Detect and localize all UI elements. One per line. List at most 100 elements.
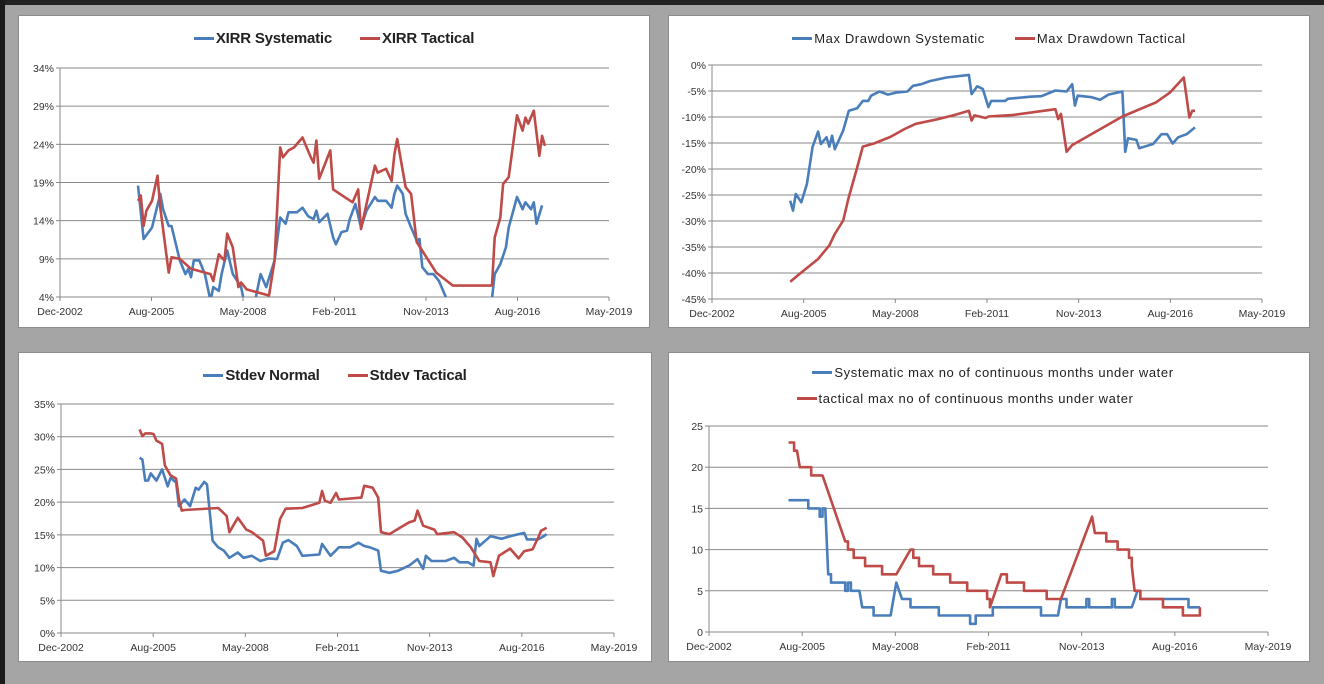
plot-area: 0% 5% 10% 15% 20% 25% 30% 35% Dec-2002 Aug-2005 Ma… [34, 399, 638, 654]
xirr-chart[interactable]: XIRR Systematic XIRR Tactical 4% 9% 14% 19%… [18, 15, 650, 328]
window-top-border [0, 0, 1324, 5]
y-tick-label: -45% [681, 294, 706, 306]
legend-swatch-red [796, 397, 817, 400]
legend-label: Max Drawdown Tactical [1036, 31, 1186, 46]
y-tick-label: 34% [33, 63, 54, 75]
legend-item-tactical: XIRR Tactical [360, 30, 474, 47]
x-tick-label: Nov-2013 [1059, 641, 1105, 653]
y-tick-label: -20% [681, 164, 706, 176]
legend-swatch-blue [792, 37, 813, 40]
legend-swatch-red [1014, 37, 1035, 40]
x-tick-label: Feb-2011 [965, 308, 1009, 320]
y-tick-label: 0% [691, 60, 706, 72]
y-tick-label: -35% [681, 242, 706, 254]
x-tick-label: Nov-2013 [1056, 308, 1102, 320]
y-tick-label: 10 [691, 545, 703, 557]
x-tick-label: May-2008 [220, 306, 267, 318]
x-tick-label: Aug-2005 [129, 306, 175, 318]
series-line-tactical [789, 76, 1195, 283]
x-tick-label: May-2019 [586, 306, 633, 318]
series-line-tactical [788, 441, 1202, 617]
legend-item-tactical: tactical max no of continuous months und… [796, 391, 1134, 406]
y-tick-label: -15% [681, 138, 706, 150]
y-tick-label: 5% [40, 595, 55, 607]
y-tick-label: -25% [681, 190, 706, 202]
y-tick-label: 15% [34, 530, 55, 542]
legend-swatch-red [360, 37, 381, 40]
series-line-systematic [788, 498, 1200, 626]
legend-label: Stdev Normal [225, 367, 320, 384]
y-tick-label: -30% [681, 216, 706, 228]
y-tick-label: 5 [697, 586, 703, 598]
legend-label: Max Drawdown Systematic [814, 31, 985, 46]
legend-swatch-red [347, 374, 368, 377]
legend-item-systematic: Max Drawdown Systematic [792, 31, 985, 46]
y-tick-label: 20% [34, 497, 55, 509]
plot-area: -45% -40% -35% -30% -25% -20% -15% -10% -5% 0% Dec… [681, 60, 1286, 320]
legend-label: XIRR Systematic [215, 30, 333, 47]
y-tick-label: 24% [33, 139, 54, 151]
y-tick-label: 19% [33, 178, 54, 190]
x-tick-label: Dec-2002 [686, 641, 732, 653]
x-tick-label: Nov-2013 [407, 642, 453, 654]
legend-item-systematic: Systematic max no of continuous months u… [812, 365, 1173, 380]
x-tick-label: May-2019 [1245, 641, 1292, 653]
x-tick-label: Aug-2016 [495, 306, 541, 318]
x-tick-label: May-2008 [872, 641, 919, 653]
legend-label: XIRR Tactical [382, 30, 475, 47]
legend-swatch-blue [193, 37, 214, 40]
x-tick-label: Dec-2002 [38, 642, 84, 654]
legend-label: tactical max no of continuous months und… [818, 391, 1134, 406]
y-tick-label: -10% [681, 112, 706, 124]
y-tick-label: -40% [681, 268, 706, 280]
legend-swatch-blue [812, 371, 833, 374]
y-tick-label: -5% [687, 86, 706, 98]
legend-label: Stdev Tactical [369, 367, 467, 384]
series-line-systematic [138, 456, 548, 575]
x-tick-label: Dec-2002 [37, 306, 83, 318]
x-tick-label: May-2008 [222, 642, 269, 654]
chart-legend: Systematic max no of continuous months u… [669, 365, 1309, 406]
x-tick-label: May-2019 [1239, 308, 1286, 320]
legend-item-normal: Stdev Normal [203, 367, 320, 384]
x-tick-label: May-2008 [872, 308, 919, 320]
x-tick-label: Aug-2016 [1152, 641, 1198, 653]
x-tick-label: Feb-2011 [312, 306, 356, 318]
y-tick-label: 35% [34, 399, 55, 411]
x-tick-label: Feb-2011 [966, 641, 1010, 653]
y-tick-label: 14% [33, 216, 54, 228]
series-line-tactical [136, 109, 547, 297]
series-line-tactical [138, 428, 548, 578]
legend-item-systematic: XIRR Systematic [193, 30, 333, 47]
x-tick-label: Nov-2013 [403, 306, 449, 318]
y-tick-label: 4% [39, 292, 54, 304]
y-tick-label: 30% [34, 432, 55, 444]
stdev-chart[interactable]: Stdev Normal Stdev Tactical 0% 5% 10% 15% 20… [18, 352, 652, 662]
x-tick-label: Aug-2005 [130, 642, 176, 654]
legend-item-tactical: Max Drawdown Tactical [1014, 31, 1186, 46]
y-tick-label: 25% [34, 464, 55, 476]
chart-legend: Max Drawdown Systematic Max Drawdown Tac… [669, 31, 1309, 46]
x-tick-label: Aug-2016 [1148, 308, 1194, 320]
plot-area: 0 5 10 15 20 25 Dec-2002 Aug-2005 May-2008 Feb-20… [686, 421, 1292, 653]
chart-legend: XIRR Systematic XIRR Tactical [19, 30, 649, 47]
series-line-systematic [136, 184, 544, 297]
plot-area: 4% 9% 14% 19% 24% 29% 34% Dec-2002 Aug-2005 May-2… [33, 63, 633, 318]
y-tick-label: 15 [691, 503, 703, 515]
legend-label: Systematic max no of continuous months u… [834, 365, 1174, 380]
window-left-border [0, 0, 5, 684]
y-tick-label: 9% [39, 254, 54, 266]
x-tick-label: Feb-2011 [315, 642, 359, 654]
x-tick-label: Aug-2005 [781, 308, 827, 320]
y-tick-label: 0 [697, 627, 703, 639]
y-tick-label: 20 [691, 462, 703, 474]
months-under-water-chart[interactable]: Systematic max no of continuous months u… [668, 352, 1310, 662]
x-tick-label: Dec-2002 [689, 308, 735, 320]
y-tick-label: 0% [40, 628, 55, 640]
max-drawdown-chart[interactable]: Max Drawdown Systematic Max Drawdown Tac… [668, 15, 1310, 328]
x-tick-label: Aug-2005 [779, 641, 825, 653]
y-tick-label: 25 [691, 421, 703, 433]
y-tick-label: 10% [34, 563, 55, 575]
x-tick-label: Aug-2016 [499, 642, 545, 654]
x-tick-label: May-2019 [591, 642, 638, 654]
